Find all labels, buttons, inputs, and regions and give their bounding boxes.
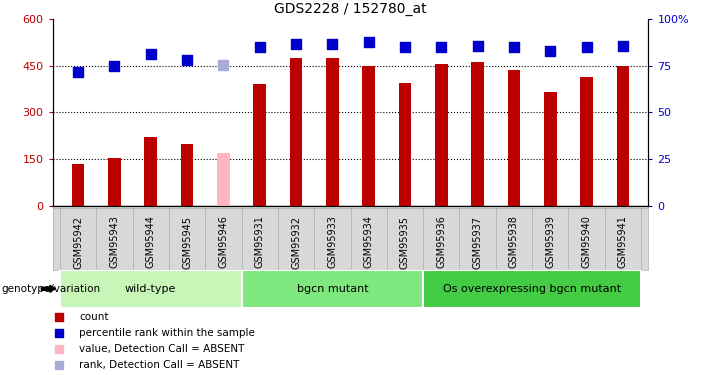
Point [254, 45, 265, 51]
Point [53, 346, 64, 352]
Point [618, 43, 629, 49]
Bar [326, 58, 339, 206]
Text: GSM95941: GSM95941 [618, 216, 628, 268]
Text: GSM95938: GSM95938 [509, 216, 519, 268]
Text: value, Detection Call = ABSENT: value, Detection Call = ABSENT [79, 344, 245, 354]
Text: GSM95940: GSM95940 [582, 216, 592, 268]
Text: GSM95939: GSM95939 [545, 216, 555, 268]
Text: GSM95936: GSM95936 [436, 216, 447, 268]
Bar [580, 76, 593, 206]
Bar [471, 63, 484, 206]
Text: count: count [79, 312, 109, 322]
Bar [217, 153, 230, 206]
Point [472, 43, 483, 49]
Text: GSM95931: GSM95931 [254, 216, 265, 268]
Text: GSM95946: GSM95946 [218, 216, 229, 268]
Text: GSM95944: GSM95944 [146, 216, 156, 268]
Point [436, 45, 447, 51]
Bar [508, 70, 520, 206]
Bar [242, 270, 423, 308]
Text: GSM95945: GSM95945 [182, 216, 192, 268]
Point [508, 45, 519, 51]
Bar [435, 64, 448, 206]
Text: genotype/variation: genotype/variation [1, 284, 100, 294]
Point [53, 314, 64, 320]
Bar [544, 92, 557, 206]
Text: GSM95933: GSM95933 [327, 216, 337, 268]
Bar [144, 138, 157, 206]
Bar [399, 83, 411, 206]
Text: rank, Detection Call = ABSENT: rank, Detection Call = ABSENT [79, 360, 240, 370]
Bar [617, 66, 629, 206]
Text: GSM95934: GSM95934 [364, 216, 374, 268]
Text: Os overexpressing bgcn mutant: Os overexpressing bgcn mutant [443, 284, 621, 294]
Text: GSM95942: GSM95942 [73, 216, 83, 268]
Text: GSM95935: GSM95935 [400, 216, 410, 268]
Text: wild-type: wild-type [125, 284, 177, 294]
Bar [423, 270, 641, 308]
Point [182, 57, 193, 63]
Bar [290, 58, 302, 206]
Point [581, 45, 592, 51]
Bar [72, 164, 84, 206]
Point [53, 330, 64, 336]
Title: GDS2228 / 152780_at: GDS2228 / 152780_at [274, 2, 427, 16]
Bar [362, 66, 375, 206]
Text: GSM95943: GSM95943 [109, 216, 119, 268]
Point [218, 62, 229, 68]
Point [290, 41, 301, 47]
Bar [253, 84, 266, 206]
Point [363, 39, 374, 45]
Text: GSM95932: GSM95932 [291, 216, 301, 268]
Text: percentile rank within the sample: percentile rank within the sample [79, 328, 255, 338]
Point [109, 63, 120, 69]
Point [145, 51, 156, 57]
Point [327, 41, 338, 47]
Bar [181, 144, 193, 206]
Bar [108, 158, 121, 206]
Point [545, 48, 556, 54]
Point [53, 362, 64, 368]
Point [72, 69, 83, 75]
Bar [60, 270, 242, 308]
Text: GSM95937: GSM95937 [472, 216, 483, 268]
Point [400, 45, 411, 51]
Text: bgcn mutant: bgcn mutant [297, 284, 368, 294]
